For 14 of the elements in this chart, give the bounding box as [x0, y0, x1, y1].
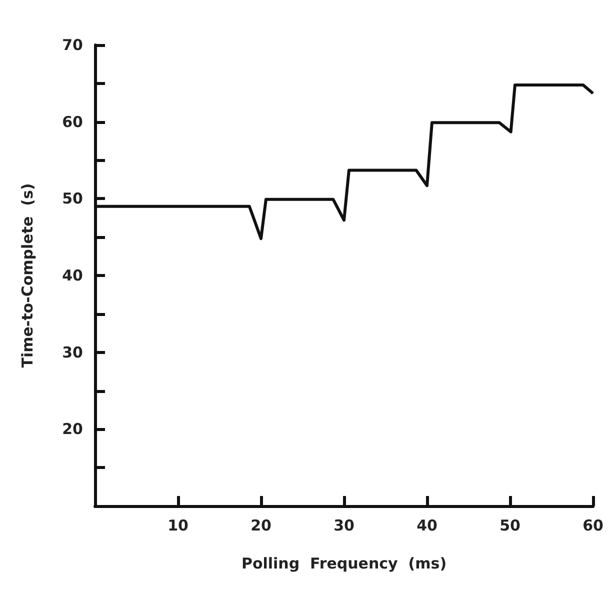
y-tick-label: 50 — [62, 190, 83, 208]
y-tick-label: 60 — [62, 112, 83, 131]
x-tick-label: 10 — [168, 516, 188, 534]
x-tick-label: 30 — [334, 516, 354, 534]
x-tick-label: 50 — [500, 516, 520, 534]
x-tick-label: 20 — [250, 516, 272, 534]
x-axis-title: Polling Frequency (ms) — [241, 554, 447, 572]
y-tick-label: 40 — [62, 266, 83, 284]
x-tick-label: 60 — [582, 516, 604, 534]
y-axis-title: Time-to-Complete (s) — [18, 183, 36, 368]
y-tick-label: 70 — [62, 36, 83, 54]
y-tick-label: 30 — [62, 343, 83, 362]
y-tick-label: 20 — [62, 420, 83, 438]
x-tick-label: 40 — [416, 516, 438, 534]
